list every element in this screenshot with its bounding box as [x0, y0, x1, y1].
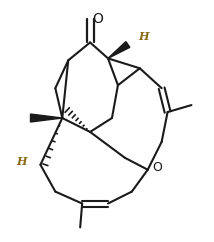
Polygon shape — [31, 114, 62, 122]
Text: H: H — [16, 156, 27, 167]
Polygon shape — [108, 42, 130, 58]
Text: O: O — [93, 12, 104, 26]
Text: O: O — [153, 161, 163, 174]
Text: H: H — [138, 31, 148, 42]
